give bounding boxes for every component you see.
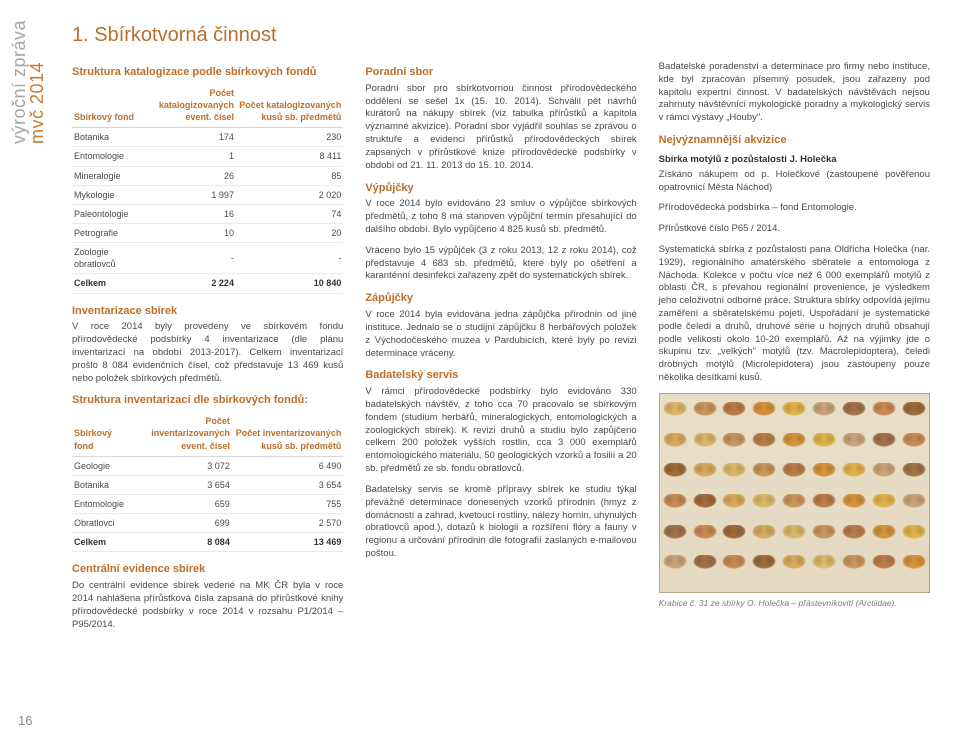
- table-cell: 3 654: [232, 475, 344, 494]
- table-cell: Mykologie: [72, 185, 137, 204]
- table-cell: Botanika: [72, 128, 137, 147]
- table-header: Počet inventarizovaných event. čísel: [129, 411, 232, 456]
- table-cell: Paleontologie: [72, 204, 137, 223]
- c2-h4: Badatelský servis: [365, 368, 636, 383]
- c2-p5: V rámci přírodovědecké podsbírky bylo ev…: [365, 386, 636, 476]
- table-cell: 3 072: [129, 456, 232, 475]
- table-cell: Botanika: [72, 475, 129, 494]
- side-line2: mvč 2014: [27, 62, 47, 144]
- table-header: Počet katalogizovaných event. čísel: [137, 83, 236, 128]
- table-cell: 699: [129, 514, 232, 533]
- table-header: Počet inventarizovaných kusů sb. předmět…: [232, 411, 344, 456]
- page-number: 16: [18, 713, 32, 728]
- table-cell: 230: [236, 128, 343, 147]
- table-row: Zoologie obratlovců--: [72, 243, 343, 274]
- c2-p4: V roce 2014 byla evidována jedna zápůjčk…: [365, 309, 636, 360]
- page-title: 1. Sbírkotvorná činnost: [72, 24, 930, 47]
- table-cell: 1: [137, 147, 236, 166]
- table-cell: 2 570: [232, 514, 344, 533]
- table-cell: Entomologie: [72, 494, 129, 513]
- table-row: Paleontologie1674: [72, 204, 343, 223]
- table-cell: 1 997: [137, 185, 236, 204]
- table-cell: 10 840: [236, 274, 343, 293]
- table2-heading: Struktura inventarizací dle sbírkových f…: [72, 393, 343, 408]
- table-cell: Entomologie: [72, 147, 137, 166]
- c2-h3: Zápůjčky: [365, 291, 636, 306]
- table-cell: 13 469: [232, 533, 344, 552]
- side-line1: výroční zpráva: [9, 20, 29, 144]
- table-cell: 755: [232, 494, 344, 513]
- table-row: Obratlovci6992 570: [72, 514, 343, 533]
- table-row: Geologie3 0726 490: [72, 456, 343, 475]
- table-header: Sbírkový fond: [72, 411, 129, 456]
- table-cell: 6 490: [232, 456, 344, 475]
- table-row: Mineralogie2685: [72, 166, 343, 185]
- inventarizace-heading: Inventarizace sbírek: [72, 304, 343, 319]
- table-header: Sbírkový fond: [72, 83, 137, 128]
- column-1: Struktura katalogizace podle sbírkových …: [72, 61, 343, 640]
- table-row: Mykologie1 9972 020: [72, 185, 343, 204]
- column-3: Badatelské poradenství a determinace pro…: [659, 61, 930, 640]
- column-2: Poradní sbor Poradní sbor pro sbírkotvor…: [365, 61, 636, 640]
- central-text: Do centrální evidence sbírek vedené na M…: [72, 580, 343, 631]
- table-cell: 2 020: [236, 185, 343, 204]
- table-cell: Obratlovci: [72, 514, 129, 533]
- table-cell: 3 654: [129, 475, 232, 494]
- c3-p4: Přírůstkové číslo P65 / 2014.: [659, 223, 930, 236]
- c2-h1: Poradní sbor: [365, 65, 636, 80]
- table-cell: Mineralogie: [72, 166, 137, 185]
- table-cell: 659: [129, 494, 232, 513]
- table-cell: Geologie: [72, 456, 129, 475]
- table-row: Petrografie1020: [72, 223, 343, 242]
- table-cell: Celkem: [72, 533, 129, 552]
- table-cell: -: [137, 243, 236, 274]
- table1-heading: Struktura katalogizace podle sbírkových …: [72, 65, 343, 80]
- table-cell: 8 084: [129, 533, 232, 552]
- table-total-row: Celkem8 08413 469: [72, 533, 343, 552]
- table-header: Počet katalogizovaných kusů sb. předmětů: [236, 83, 343, 128]
- side-label: výroční zpráva mvč 2014: [10, 20, 46, 144]
- table-cell: 174: [137, 128, 236, 147]
- table-katalogizace: Sbírkový fondPočet katalogizovaných even…: [72, 83, 343, 294]
- c3-p2: Získáno nákupem od p. Holečkové (zastoup…: [659, 169, 930, 195]
- table-cell: 8 411: [236, 147, 343, 166]
- table-cell: 85: [236, 166, 343, 185]
- c3-p3: Přírodovědecká podsbírka – fond Entomolo…: [659, 202, 930, 215]
- c3-h1: Nejvýznamnější akvizice: [659, 133, 930, 148]
- table-cell: 10: [137, 223, 236, 242]
- table-row: Entomologie18 411: [72, 147, 343, 166]
- table-row: Botanika174230: [72, 128, 343, 147]
- table-cell: Celkem: [72, 274, 137, 293]
- table-total-row: Celkem2 22410 840: [72, 274, 343, 293]
- table-row: Botanika3 6543 654: [72, 475, 343, 494]
- c3-p5: Systematická sbírka z pozůstalosti pana …: [659, 244, 930, 385]
- table-cell: -: [236, 243, 343, 274]
- table-cell: Zoologie obratlovců: [72, 243, 137, 274]
- inventarizace-text: V roce 2014 byly provedeny ve sbírkovém …: [72, 321, 343, 385]
- c2-p2: V roce 2014 bylo evidováno 23 smluv o vý…: [365, 198, 636, 236]
- table-inventarizace: Sbírkový fondPočet inventarizovaných eve…: [72, 411, 343, 552]
- c2-h2: Výpůjčky: [365, 181, 636, 196]
- table-cell: 20: [236, 223, 343, 242]
- c2-p6: Badatelský servis se kromě přípravy sbír…: [365, 484, 636, 561]
- c3-p1: Badatelské poradenství a determinace pro…: [659, 61, 930, 125]
- table-cell: 16: [137, 204, 236, 223]
- table-cell: 26: [137, 166, 236, 185]
- specimen-photo: [659, 393, 930, 593]
- c2-p3: Vráceno bylo 15 výpůjček (3 z roku 2013,…: [365, 245, 636, 283]
- table-cell: 74: [236, 204, 343, 223]
- table-row: Entomologie659755: [72, 494, 343, 513]
- c3-b1: Sbírka motýlů z pozůstalosti J. Holečka: [659, 154, 930, 167]
- central-heading: Centrální evidence sbírek: [72, 562, 343, 577]
- table-cell: Petrografie: [72, 223, 137, 242]
- photo-caption: Krabice č. 31 ze sbírky O. Holečka – přá…: [659, 598, 930, 609]
- c2-p1: Poradní sbor pro sbírkotvornou činnost p…: [365, 83, 636, 173]
- table-cell: 2 224: [137, 274, 236, 293]
